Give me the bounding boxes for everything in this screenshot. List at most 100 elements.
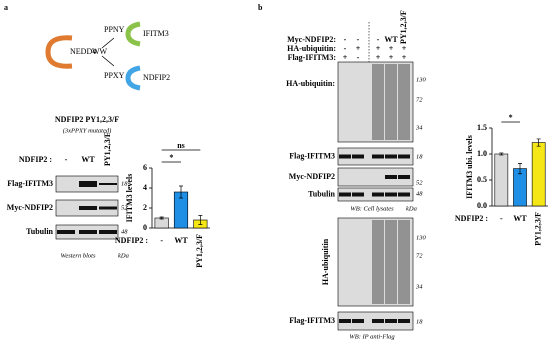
band (339, 319, 351, 323)
lane-label: + (376, 44, 381, 53)
significance-label: ns (177, 141, 185, 150)
kda-label: 18 (121, 180, 128, 187)
blot-title: NDFIP2 PY1,2,3/F (55, 115, 119, 124)
kda-label: 52 (416, 179, 423, 186)
smear (398, 220, 410, 304)
band (79, 181, 97, 187)
smear (385, 64, 397, 140)
error-bar (198, 215, 203, 225)
y-tick-label: 0.5 (477, 175, 487, 184)
panel-label: b (258, 3, 263, 12)
condition-label: Myc-NDFIP2: (287, 35, 336, 44)
y-axis-label: IFITM3 levels (125, 174, 134, 223)
error-bar (518, 163, 522, 175)
smear (385, 220, 397, 304)
kda-label: 18 (416, 153, 423, 160)
lane-label: - (344, 35, 347, 44)
y-tick-label: 2 (143, 203, 147, 212)
x-title: NDFIP2 : (455, 214, 488, 223)
x-tick-label: PY1,2,3/F (533, 212, 542, 246)
lane-label: WT (384, 35, 398, 44)
lane-label: WT (81, 155, 95, 164)
band (99, 183, 117, 185)
blot-subtitle: (3xPPXY mutated) (63, 127, 112, 134)
lane-label: + (402, 53, 407, 62)
error-bar (499, 152, 504, 156)
error-bar (179, 185, 183, 199)
row-label: Flag-IFITM3 (289, 316, 335, 325)
y-tick-label: 1.5 (477, 123, 487, 132)
label: PPXY (104, 71, 125, 80)
ifitm3-shape (125, 21, 141, 47)
lane-label: - (357, 35, 360, 44)
arrow (101, 37, 115, 67)
label: WW (92, 47, 108, 56)
smear (372, 220, 384, 304)
band (385, 319, 397, 323)
blot-footer: Western blots (61, 252, 96, 259)
y-tick-label: 6 (143, 163, 147, 172)
x-tick-label: - (500, 214, 503, 223)
condition-label: HA-ubiquitin: (287, 44, 336, 53)
condition-label: Flag-IFITM3: (288, 53, 336, 62)
row-label: Flag-IFITM3 (289, 151, 335, 160)
band (99, 206, 117, 210)
label: NEDD4 (70, 47, 96, 56)
kda-label: 34 (415, 283, 423, 290)
row-label: Myc-NDFIP2 (289, 172, 335, 181)
band (398, 154, 410, 159)
y-axis-label: IFITM3 ubi. levels (465, 135, 474, 199)
lane-label: + (343, 53, 348, 62)
band (352, 192, 364, 197)
lane-label: + (356, 44, 361, 53)
band (385, 154, 397, 159)
lane-label: - (377, 35, 380, 44)
band (372, 319, 384, 323)
ndfip2-shape (125, 65, 141, 91)
band (398, 175, 410, 179)
row-label: Tubulin (308, 189, 335, 198)
significance-label: * (169, 153, 173, 162)
lane-label: - (357, 53, 360, 62)
band (339, 154, 351, 159)
band (352, 319, 364, 323)
panel-label: a (4, 3, 8, 12)
band (372, 192, 384, 197)
x-tick-label: WT (174, 236, 188, 245)
band (352, 154, 364, 159)
significance-label: * (509, 113, 513, 122)
band (385, 192, 397, 197)
band (372, 154, 384, 159)
lane-label: - (344, 44, 347, 53)
kda-label: 130 (416, 76, 427, 83)
row-label: HA-ubiquitin: (286, 79, 335, 88)
condition-label: NDFIP2 : (19, 155, 52, 164)
kda-label: 52 (121, 204, 128, 211)
band (79, 206, 97, 210)
blot-footer: WB: Cell lysates (350, 205, 394, 212)
bar (531, 142, 546, 207)
band (339, 192, 351, 197)
lane-label: + (402, 44, 407, 53)
lane-label: + (376, 53, 381, 62)
y-tick-label: 1.0 (477, 149, 487, 158)
kda-label: 72 (416, 96, 423, 103)
lane-label: PY1,2,3/F (103, 132, 112, 166)
blot-footer: WB: IP anti-Flag (349, 333, 395, 340)
x-tick-label: WT (513, 214, 527, 223)
smear (372, 64, 384, 140)
bar (494, 153, 509, 207)
smear (398, 64, 410, 140)
x-tick-label: PY1,2,3/F (195, 234, 204, 268)
nedd4-shape (45, 35, 73, 69)
kda-unit: kDa (406, 205, 417, 212)
kda-label: 72 (416, 252, 423, 259)
lane-label: + (389, 44, 394, 53)
lane-label: PY1,2,3/F (399, 10, 408, 44)
y-tick-label: 0.0 (477, 201, 487, 210)
band (398, 319, 410, 323)
y-tick-label: 4 (143, 183, 147, 192)
x-tick-label: - (160, 236, 163, 245)
kda-label: 48 (121, 228, 128, 235)
